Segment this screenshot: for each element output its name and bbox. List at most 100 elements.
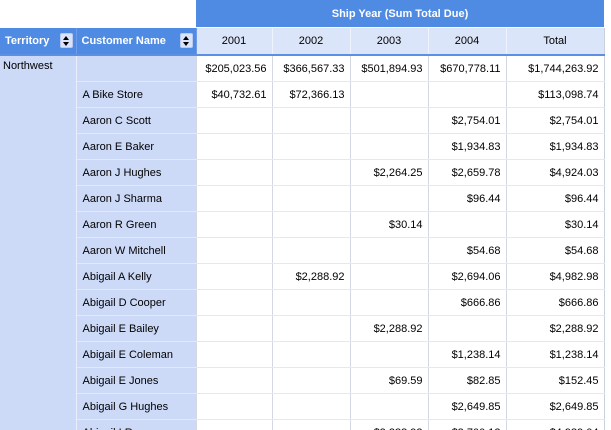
value-cell: $96.44 (428, 185, 507, 212)
value-cell (196, 315, 273, 342)
table-row: Northwest $205,023.56 $366,567.33 $501,894.… (0, 55, 605, 430)
value-cell (350, 81, 429, 108)
value-cell: $2,288.92 (506, 315, 605, 342)
value-cell (350, 237, 429, 264)
column-header-row: Territory Customer Name (0, 27, 605, 56)
customer-name-cell: Abigail A Kelly (76, 263, 197, 290)
value-cell: $2,754.01 (506, 107, 605, 134)
value-cell (196, 341, 273, 368)
value-cell (196, 185, 273, 212)
customer-name-cell: Aaron C Scott (76, 107, 197, 134)
value-cell: $54.68 (428, 237, 507, 264)
value-cell: $2,288.92 (272, 263, 351, 290)
value-cell (196, 419, 273, 430)
customer-name-field-header[interactable]: Customer Name (76, 27, 197, 56)
value-cell: $2,649.85 (428, 393, 507, 420)
value-cell (196, 237, 273, 264)
value-cell: $666.86 (428, 289, 507, 316)
value-cell (272, 289, 351, 316)
table-row: Aaron C Scott $2,754.01 $2,754.01 (0, 107, 605, 134)
value-cell (272, 133, 351, 160)
territory-cell: Northwest (0, 55, 77, 430)
value-cell (272, 341, 351, 368)
value-cell: $2,264.25 (350, 159, 429, 186)
value-cell: $152.45 (506, 367, 605, 394)
value-cell (196, 367, 273, 394)
sort-asc-icon (183, 35, 189, 40)
customer-name-cell: Abigail E Bailey (76, 315, 197, 342)
value-cell: $366,567.33 (272, 55, 351, 82)
value-cell: $2,694.06 (428, 263, 507, 290)
value-cell: $72,366.13 (272, 81, 351, 108)
value-cell (428, 81, 507, 108)
table-row: Aaron R Green $30.14 $30.14 (0, 211, 605, 238)
value-cell: $54.68 (506, 237, 605, 264)
value-cell (272, 107, 351, 134)
value-cell: $501,894.93 (350, 55, 429, 82)
value-cell (272, 159, 351, 186)
table-row: Abigail E Coleman $1,238.14 $1,238.14 (0, 341, 605, 368)
value-cell: $96.44 (506, 185, 605, 212)
value-cell (196, 211, 273, 238)
territory-field-header[interactable]: Territory (0, 27, 77, 56)
value-cell (272, 185, 351, 212)
customer-name-cell: Aaron W Mitchell (76, 237, 197, 264)
value-cell (272, 211, 351, 238)
value-cell: $4,982.98 (506, 263, 605, 290)
value-cell: $82.85 (428, 367, 507, 394)
value-cell (196, 393, 273, 420)
value-cell: $4,924.03 (506, 159, 605, 186)
value-cell: $69.59 (350, 367, 429, 394)
customer-name-cell: Aaron E Baker (76, 133, 197, 160)
value-cell: $670,778.11 (428, 55, 507, 82)
value-cell: $2,288.92 (350, 419, 429, 430)
value-cell: $4,989.04 (506, 419, 605, 430)
value-cell (428, 211, 507, 238)
customer-name-sort-button[interactable] (179, 33, 193, 49)
table-row: Abigail I Ross $2,288.92$2,700.12$4,989.0… (0, 419, 605, 430)
customer-name-cell: Abigail D Cooper (76, 289, 197, 316)
value-cell: $2,754.01 (428, 107, 507, 134)
value-cell: $1,744,263.92 (506, 55, 605, 82)
column-header-2004[interactable]: 2004 (428, 27, 507, 56)
value-cell: $2,700.12 (428, 419, 507, 430)
value-cell: $2,659.78 (428, 159, 507, 186)
value-cell (272, 367, 351, 394)
column-header-2003[interactable]: 2003 (350, 27, 429, 56)
value-cell: $113,098.74 (506, 81, 605, 108)
value-cell (350, 341, 429, 368)
value-cell: $2,649.85 (506, 393, 605, 420)
value-cell (350, 263, 429, 290)
table-row: Abigail D Cooper $666.86 $666.86 (0, 289, 605, 316)
value-cell (350, 289, 429, 316)
data-rows: Northwest $205,023.56 $366,567.33 $501,894.… (0, 55, 605, 430)
column-header-2001[interactable]: 2001 (196, 27, 273, 56)
customer-name-cell: Abigail I Ross (76, 419, 197, 430)
value-cell (272, 237, 351, 264)
territory-sort-button[interactable] (59, 33, 73, 49)
value-cell (350, 393, 429, 420)
value-cell: $2,288.92 (350, 315, 429, 342)
table-row: Abigail E Jones $69.59 $82.85 $152.45 (0, 367, 605, 394)
sort-desc-icon (183, 41, 189, 46)
value-cell (196, 159, 273, 186)
value-cell (350, 185, 429, 212)
table-row: Abigail E Bailey $2,288.92 $2,288.92 (0, 315, 605, 342)
value-cell (196, 289, 273, 316)
table-row: Abigail G Hughes $2,649.85 $2,649.85 (0, 393, 605, 420)
table-row: Abigail A Kelly $2,288.92 $2,694.06 $4,982.… (0, 263, 605, 290)
value-cell: $205,023.56 (196, 55, 273, 82)
column-header-total[interactable]: Total (506, 27, 605, 56)
sort-asc-icon (63, 35, 69, 40)
caption-row: Ship Year (Sum Total Due) (0, 0, 604, 28)
customer-name-cell: Aaron R Green (76, 211, 197, 238)
table-row: A Bike Store $40,732.61 $72,366.13 $113,098… (0, 81, 605, 108)
column-header-2002[interactable]: 2002 (272, 27, 351, 56)
customer-name-cell: Aaron J Hughes (76, 159, 197, 186)
value-cell (272, 315, 351, 342)
table-row: Aaron J Sharma $96.44 $96.44 (0, 185, 605, 212)
value-cell (350, 107, 429, 134)
table-row: Aaron W Mitchell $54.68 $54.68 (0, 237, 605, 264)
value-cell: $30.14 (506, 211, 605, 238)
